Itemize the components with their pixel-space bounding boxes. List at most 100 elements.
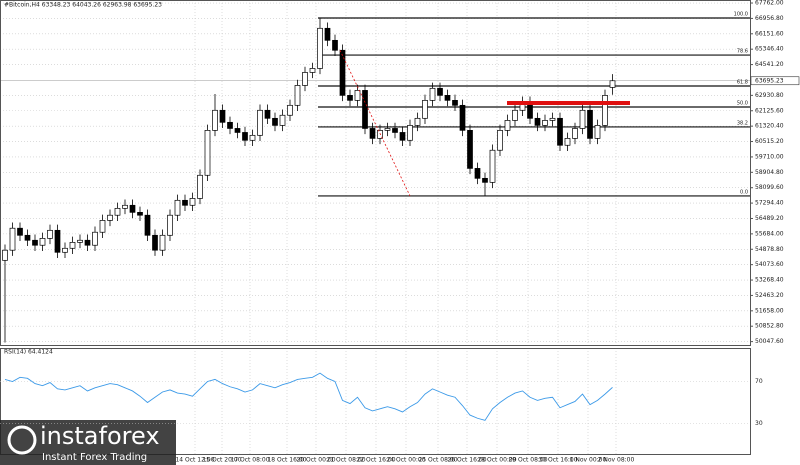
fib-label: 61.8: [737, 80, 748, 86]
candle-body: [324, 27, 331, 41]
candle-body: [429, 87, 436, 101]
candle-body: [362, 90, 368, 129]
x-tick-label: 21 Oct 08:00: [326, 457, 365, 464]
y-tick-label: 57294.40: [755, 200, 784, 207]
candle-body: [579, 109, 586, 129]
y-tick-label: 60515.20: [755, 138, 784, 145]
candle-body: [564, 138, 571, 146]
candle-body: [594, 125, 601, 139]
candle-body: [534, 117, 541, 126]
rsi-line: [4, 372, 613, 421]
x-tick-label: 14 Oct 12:00: [175, 457, 214, 464]
x-tick-label: 28 Oct 00:00: [477, 457, 516, 464]
x-tick-label: 20 Oct 00:00: [296, 457, 335, 464]
price-panel: [0, 17, 750, 343]
candle-body: [227, 121, 233, 129]
candle-body: [264, 109, 271, 119]
y-tick-label: 61320.40: [755, 123, 784, 130]
candle-body: [347, 95, 353, 101]
candle-body: [174, 199, 181, 216]
candle-body: [107, 214, 113, 221]
candle-body: [602, 95, 608, 126]
rsi-tick-label: 70: [755, 378, 763, 385]
y-tick-label: 64541.20: [755, 61, 784, 68]
candle-body: [167, 214, 173, 236]
candle-body: [212, 109, 218, 131]
candle-body: [144, 214, 151, 236]
candle-body: [317, 27, 323, 69]
candle-body: [122, 204, 128, 209]
x-tick-label: 2 Nov 08:00: [598, 457, 635, 464]
candle-body: [422, 99, 428, 119]
watermark-logo: [7, 425, 37, 455]
trend-line: [339, 50, 411, 197]
candle-body: [474, 168, 481, 179]
y-tick-label: 58904.80: [755, 169, 784, 176]
candle-body: [114, 207, 121, 216]
watermark: instaforex Instant Forex Trading: [0, 420, 176, 465]
candle-body: [482, 177, 488, 183]
y-tick-label: 67762.00: [755, 0, 784, 7]
y-tick-label: 54073.60: [755, 261, 784, 268]
watermark-tagline: Instant Forex Trading: [42, 452, 147, 463]
candle-body: [512, 109, 518, 121]
candle-body: [294, 85, 301, 106]
fib-label: 38.2: [737, 120, 748, 126]
candle-body: [399, 132, 406, 141]
candle-body: [152, 234, 158, 251]
candle-body: [24, 234, 31, 241]
x-tick-label: 15 Oct 20:00: [202, 457, 241, 464]
y-tick-label: 51658.00: [755, 307, 784, 314]
candle-body: [287, 104, 293, 116]
x-tick-label: 24 Oct 00:00: [386, 457, 425, 464]
x-tick-label: 30 Oct 16:00: [538, 457, 577, 464]
candle-body: [354, 90, 361, 101]
candle-body: [99, 220, 106, 233]
y-tick-label: 54878.80: [755, 246, 784, 253]
candle-body: [384, 128, 391, 131]
candle-body: [587, 109, 593, 139]
y-tick-label: 52463.20: [755, 292, 784, 299]
candle-body: [219, 109, 226, 123]
fib-label: 78.6: [737, 49, 748, 55]
candle-body: [504, 120, 511, 131]
candle-body: [62, 247, 68, 253]
fib-label: 50.0: [737, 101, 748, 107]
candle-body: [17, 227, 23, 236]
rsi-frame: [0, 348, 751, 455]
candle-body: [392, 128, 398, 133]
candle-body: [189, 198, 196, 206]
candle-body: [309, 68, 316, 73]
rsi-label: RSI(14) 64.4124: [4, 349, 53, 356]
candle-body: [77, 239, 83, 243]
candle-body: [47, 229, 53, 239]
candle-body: [272, 117, 278, 126]
candle-body: [542, 120, 548, 126]
candle-body: [279, 114, 286, 126]
y-tick-label: 62125.60: [755, 107, 784, 114]
candle-body: [609, 80, 616, 88]
candle-body: [9, 227, 16, 251]
x-tick-label: 1 Nov 00:00: [570, 457, 607, 464]
candle-body: [369, 128, 376, 139]
y-tick-label: 66956.80: [755, 15, 784, 22]
x-tick-label: 17 Oct 08:00: [230, 457, 269, 464]
candle-body: [249, 134, 256, 141]
rsi-tick-label: 30: [755, 420, 763, 427]
candle-body: [257, 109, 263, 136]
candle-body: [242, 132, 248, 141]
candle-body: [302, 72, 308, 86]
price-tag-label: 63695.23: [755, 77, 784, 84]
candle-body: [459, 104, 466, 131]
x-tick-label: 25 Oct 08:00: [418, 457, 457, 464]
candle-body: [84, 239, 91, 246]
y-tick-label: 50852.80: [755, 323, 784, 330]
candle-body: [32, 239, 38, 246]
candle-body: [204, 130, 211, 176]
candle-body: [414, 117, 421, 126]
candle-body: [2, 249, 8, 261]
candle-body: [54, 229, 61, 253]
candle-body: [489, 149, 496, 183]
